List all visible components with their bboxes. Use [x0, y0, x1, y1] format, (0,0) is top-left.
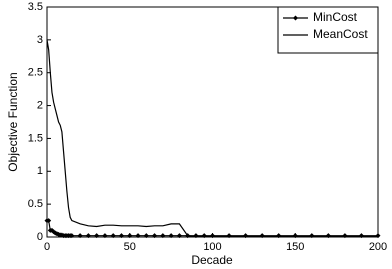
x-tick-label: 50 — [124, 241, 136, 253]
x-tick-label: 200 — [369, 241, 387, 253]
point-marker — [143, 233, 149, 239]
point-marker — [152, 233, 158, 239]
legend-box — [277, 6, 379, 54]
point-marker — [135, 233, 141, 239]
point-marker — [168, 233, 174, 239]
point-marker — [110, 233, 116, 239]
point-marker — [118, 233, 124, 239]
x-axis-title: Decade — [191, 253, 233, 267]
y-tick-label: 3.5 — [28, 1, 43, 13]
y-tick-label: 0 — [37, 231, 43, 243]
point-marker — [127, 233, 133, 239]
y-tick-label: 1.5 — [28, 132, 43, 144]
point-marker — [160, 233, 166, 239]
point-marker — [46, 218, 52, 224]
x-tick-label: 150 — [286, 241, 304, 253]
point-marker — [94, 233, 100, 239]
point-marker — [176, 233, 182, 239]
point-marker — [77, 233, 83, 239]
point-marker — [102, 233, 108, 239]
y-tick-label: 2 — [37, 99, 43, 111]
y-axis-title: Objective Function — [6, 72, 20, 171]
y-tick-label: 1 — [37, 165, 43, 177]
legend-marker — [293, 15, 298, 21]
y-tick-label: 3 — [37, 34, 43, 46]
y-tick-label: 2.5 — [28, 67, 43, 79]
y-tick-label: 0.5 — [28, 198, 43, 210]
point-marker — [85, 233, 91, 239]
x-tick-label: 0 — [44, 241, 50, 253]
point-marker — [69, 233, 75, 239]
legend-label: MeanCost — [313, 27, 368, 41]
x-tick-label: 100 — [203, 241, 221, 253]
series-line — [46, 39, 378, 237]
legend-label: MinCost — [313, 10, 358, 24]
